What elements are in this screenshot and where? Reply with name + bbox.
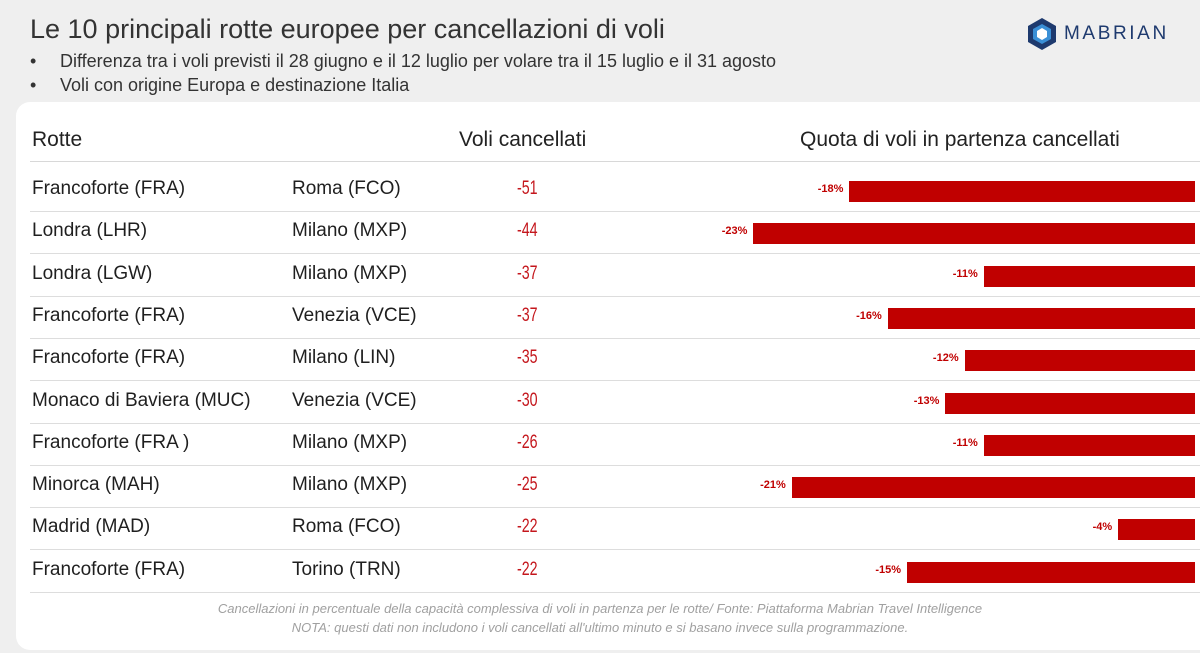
subtitle-bullets: • Differenza tra i voli previsti il 28 gi… [30,49,776,97]
route-origin: Monaco di Baviera (MUC) [32,389,251,411]
table-row: Minorca (MAH) Milano (MXP) -25 -21% [0,466,1200,509]
route-destination: Roma (FCO) [292,516,401,538]
cancelled-count: -25 [517,474,538,496]
header-routes: Rotte [32,128,83,151]
table-row: Francoforte (FRA) Roma (FCO) -51 -18% [0,170,1200,212]
table-row: Francoforte (FRA ) Milano (MXP) -26 -11% [0,424,1200,466]
cancelled-count: -22 [517,516,538,538]
table-row: Monaco di Baviera (MUC) Venezia (VCE) -30 -… [0,382,1200,424]
logo-text: MABRIAN [1064,23,1169,44]
row-divider [30,464,1200,466]
row-divider [30,211,1200,212]
bullet-text: Differenza tra i voli previsti il 28 giu… [60,51,777,71]
route-origin: Minorca (MAH) [32,474,160,496]
route-destination: Milano (MXP) [292,262,408,284]
row-divider [30,591,1200,593]
share-bar [907,561,1195,583]
share-bar-label: -13% [913,394,940,407]
table-row: Francoforte (FRA) Torino (TRN) -22 -15% [0,551,1200,593]
share-bar-label: -11% [952,436,978,449]
cancelled-count: -22 [517,558,538,580]
row-divider [30,549,1200,551]
table-row: Madrid (MAD) Roma (FCO) -22 -4% [0,508,1200,551]
share-bar [753,223,1195,245]
share-bar-label: -21% [760,479,786,492]
share-bar-label: -4% [1092,521,1113,534]
header-divider [30,161,1200,162]
row-divider [30,422,1200,424]
route-destination: Venezia (VCE) [292,389,417,411]
share-bar [791,477,1195,499]
share-bar-label: -16% [856,309,882,322]
row-divider [30,253,1200,255]
route-destination: Milano (MXP) [292,220,408,242]
row-divider [30,295,1200,297]
header-cancelled: Voli cancellati [459,128,587,151]
route-origin: Londra (LGW) [32,262,153,284]
route-destination: Venezia (VCE) [292,304,417,326]
share-bar [983,265,1195,287]
share-bar [849,181,1195,202]
table-row: Francoforte (FRA) Venezia (VCE) -37 -16% [0,297,1200,339]
share-bar [945,392,1195,414]
share-bar-label: -11% [952,267,978,280]
table-row: Francoforte (FRA) Milano (LIN) -35 -12% [0,339,1200,382]
route-origin: Francoforte (FRA) [32,304,186,326]
route-origin: Londra (LHR) [32,220,148,242]
table-row: Londra (LHR) Milano (MXP) -44 -23% [0,212,1200,255]
route-origin: Francoforte (FRA ) [32,431,190,453]
page-title: Le 10 principali rotte europee per cance… [30,14,665,44]
row-divider [30,337,1200,339]
share-bar-label: -15% [875,563,901,576]
header-share: Quota di voli in partenza cancellati [800,128,1120,151]
cancelled-count: -35 [517,347,538,369]
share-bar-label: -23% [721,225,748,238]
footnote-source: Cancellazioni in percentuale della capac… [217,601,983,616]
route-origin: Francoforte (FRA) [32,347,186,369]
share-bar [887,307,1195,329]
cancelled-count: -44 [517,220,538,242]
row-divider [30,507,1200,509]
route-destination: Roma (FCO) [292,178,401,199]
bullet-marker: • [30,75,37,95]
cancelled-count: -37 [517,262,538,284]
route-origin: Francoforte (FRA) [32,558,186,580]
share-bar [1118,519,1195,541]
row-divider [30,380,1200,382]
share-bar [983,434,1195,456]
bullet-item: • Voli con origine Europa e destinazione … [30,73,776,97]
footnote-note: NOTA: questi dati non includono i voli c… [291,620,909,635]
cancelled-count: -37 [517,304,538,326]
bullet-item: • Differenza tra i voli previsti il 28 gi… [30,49,776,73]
route-destination: Milano (MXP) [292,474,408,496]
cancelled-count: -51 [517,178,538,199]
share-bar-label: -18% [817,183,844,195]
table-row: Londra (LGW) Milano (MXP) -37 -11% [0,255,1200,297]
route-origin: Francoforte (FRA) [32,178,186,199]
cancelled-count: -26 [517,431,538,453]
route-destination: Torino (TRN) [292,558,401,580]
cancelled-count: -30 [517,389,538,411]
share-bar [964,350,1195,372]
share-bar-label: -12% [932,352,959,365]
hexagon-logo-icon [1028,18,1056,50]
brand-logo: MABRIAN [1026,17,1169,51]
route-destination: Milano (MXP) [292,431,408,453]
bullet-marker: • [30,51,37,71]
bullet-text: Voli con origine Europa e destinazione I… [60,75,410,95]
route-destination: Milano (LIN) [292,347,396,369]
route-origin: Madrid (MAD) [32,516,151,538]
